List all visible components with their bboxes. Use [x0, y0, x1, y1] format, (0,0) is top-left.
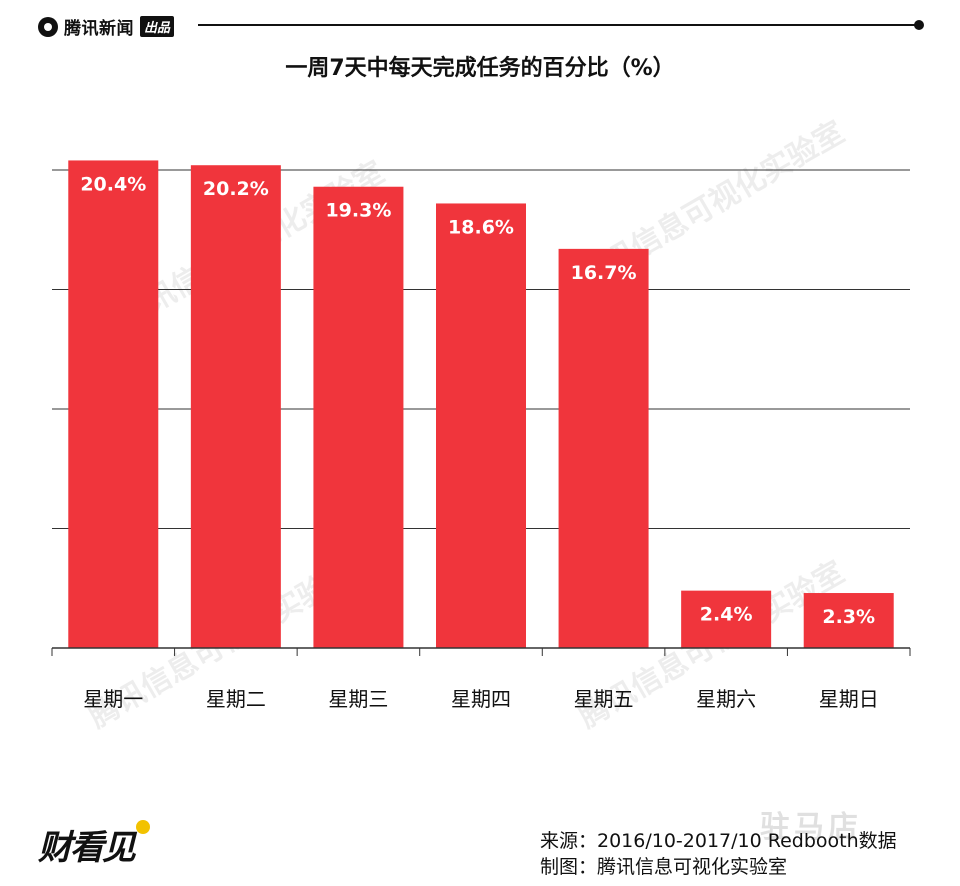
- footer-logo: 财看见: [38, 820, 150, 869]
- bar: [681, 590, 772, 648]
- brand: 腾讯新闻 出品: [38, 14, 175, 39]
- x-tick-label: 星期一: [83, 687, 143, 711]
- bar: [558, 248, 649, 648]
- x-tick-label: 星期三: [328, 687, 388, 711]
- data-label: 2.3%: [822, 606, 875, 628]
- x-tick-label: 星期六: [696, 687, 756, 711]
- data-label: 2.4%: [700, 604, 753, 626]
- bar: [190, 165, 281, 648]
- corner-watermark: 驻马店: [760, 810, 862, 845]
- x-tick-label: 星期四: [451, 687, 511, 711]
- bar: [803, 593, 894, 648]
- chart-title: 一周7天中每天完成任务的百分比（%）: [285, 56, 675, 81]
- ball-icon: [136, 820, 150, 834]
- data-label: 20.2%: [203, 178, 269, 200]
- data-label: 20.4%: [80, 173, 146, 195]
- header-rule: [198, 24, 916, 26]
- header-dot: [914, 20, 924, 30]
- header-bar: 腾讯新闻 出品: [0, 0, 960, 60]
- source-note: 来源：2016/10-2017/10 Redbooth数据: [540, 830, 897, 852]
- bar: [436, 203, 526, 648]
- bar: [68, 160, 159, 648]
- data-label: 18.6%: [448, 216, 514, 238]
- tencent-news-logo-icon: [38, 16, 58, 37]
- x-tick-label: 星期五: [574, 687, 634, 711]
- x-tick-label: 星期二: [206, 687, 266, 711]
- x-tick-label: 星期日: [819, 687, 879, 711]
- data-label: 16.7%: [571, 262, 637, 284]
- data-label: 19.3%: [325, 200, 391, 222]
- footer-logo-text: 财看见: [38, 828, 136, 868]
- bar: [313, 186, 404, 649]
- credit-note: 制图：腾讯信息可视化实验室: [540, 856, 788, 878]
- brand-tag: 出品: [140, 16, 175, 37]
- brand-name: 腾讯新闻: [64, 19, 134, 39]
